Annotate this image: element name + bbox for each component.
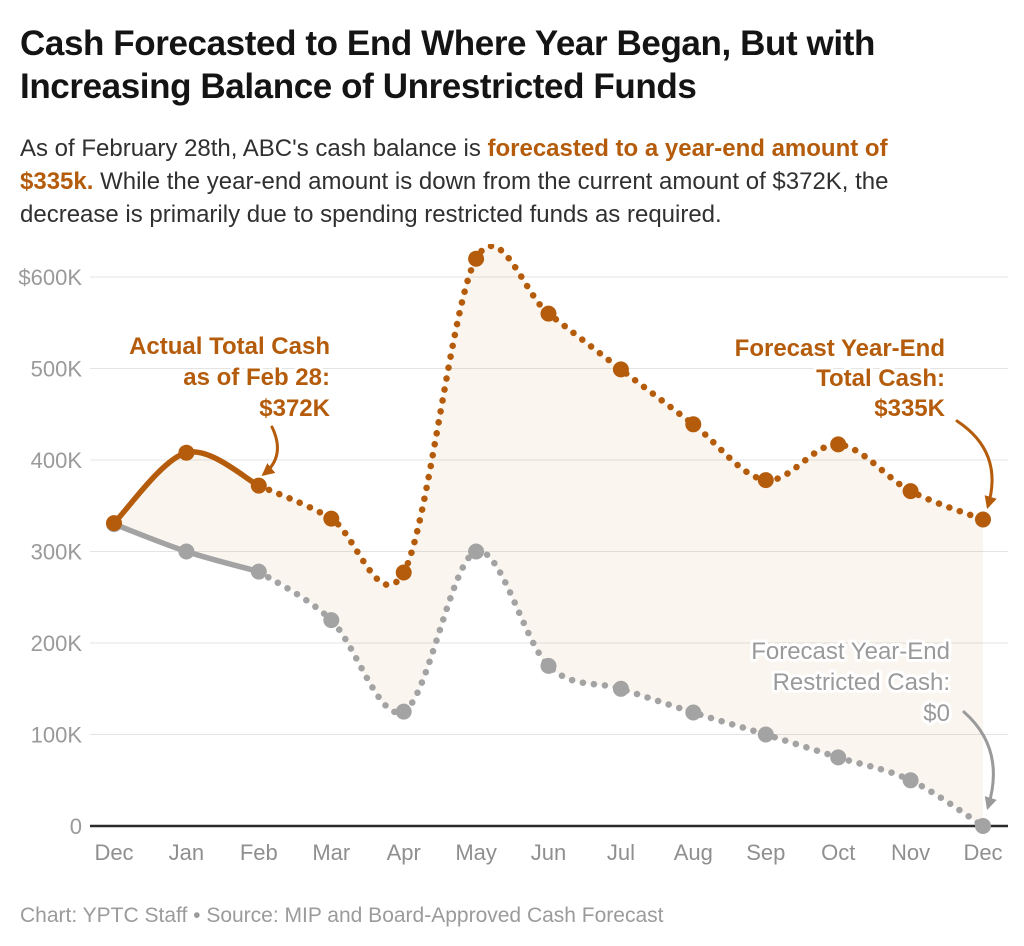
annotation-forecast-restricted-cash-line-1: Restricted Cash:: [773, 669, 950, 696]
chart-credit: Chart: YPTC Staff • Source: MIP and Boar…: [20, 904, 664, 927]
total-cash-point-Nov-11: [902, 483, 919, 500]
x-tick-label-Nov-11: Nov: [891, 840, 930, 865]
restricted-cash-point-Apr-4: [395, 703, 412, 720]
annotation-actual-total-cash-line-2: $372K: [259, 395, 330, 422]
total-cash-line-forecast: [255, 242, 987, 588]
total-cash-point-May-5: [468, 250, 485, 267]
page-subtitle: As of February 28th, ABC's cash balance …: [20, 132, 952, 231]
annotation-actual-total-cash-line-0: Actual Total Cash: [129, 333, 330, 360]
series-group: [106, 242, 991, 834]
annotation-arrow-actual-total-cash-icon: [261, 425, 279, 476]
restricted-cash-point-Oct-10: [830, 749, 847, 766]
unrestricted-funds-area: [114, 246, 983, 826]
restricted-cash-point-Jun-6: [540, 657, 557, 674]
restricted-cash-point-Dec-12: [975, 818, 991, 834]
cash-forecast-chart: $600K 500K 400K 300K 200K 100K 0 Dec Jan Feb Mar Ap…: [0, 242, 1024, 884]
annotation-forecast-restricted-cash-line-0: Forecast Year-End: [751, 638, 950, 665]
x-tick-label-Sep-9: Sep: [746, 840, 785, 865]
y-tick-label-$600K: $600K: [18, 265, 82, 290]
restricted-cash-point-Mar-3: [323, 612, 340, 629]
annotation-forecast-restricted-cash: Forecast Year-End Restricted Cash: $0: [751, 638, 950, 727]
restricted-cash-point-May-5: [468, 543, 485, 560]
x-tick-label-Jun-6: Jun: [531, 840, 566, 865]
x-tick-label-Jan-1: Jan: [169, 840, 204, 865]
x-tick-label-Apr-4: Apr: [387, 840, 421, 865]
x-tick-label-Dec-0: Dec: [94, 840, 133, 865]
subtitle-text-post: While the year-end amount is down from t…: [20, 168, 889, 229]
x-tick-label-Dec-12: Dec: [963, 840, 1002, 865]
y-tick-label-300K: 300K: [31, 540, 83, 565]
restricted-cash-point-Jul-7: [612, 680, 629, 697]
annotations-group: Actual Total Cash as of Feb 28: $372K Forec…: [126, 330, 997, 811]
total-cash-point-Jan-1: [178, 444, 195, 461]
x-tick-label-Feb-2: Feb: [240, 840, 278, 865]
restricted-cash-point-Feb-2: [250, 563, 267, 580]
y-tick-label-0: 0: [70, 814, 82, 839]
x-tick-label-Aug-8: Aug: [674, 840, 713, 865]
annotation-forecast-total-cash-line-2: $335K: [874, 395, 945, 422]
total-cash-point-Oct-10: [830, 436, 847, 453]
annotation-arrow-forecast-total-cash-icon: [955, 419, 997, 510]
restricted-cash-point-Jan-1: [178, 543, 195, 560]
annotation-arrow-forecast-restricted-cash-icon: [962, 710, 997, 811]
total-cash-point-Dec-0: [106, 515, 122, 532]
x-tick-label-May-5: May: [455, 840, 497, 865]
subtitle-highlight: forecasted to a year-end amount of $335k…: [20, 135, 888, 196]
chart-svg: $600K 500K 400K 300K 200K 100K 0 Dec Jan Feb Mar Ap…: [18, 242, 1008, 865]
total-cash-point-Jul-7: [612, 361, 629, 378]
total-cash-point-Jun-6: [540, 305, 557, 322]
annotation-actual-total-cash: Actual Total Cash as of Feb 28: $372K: [129, 333, 331, 422]
unrestricted-funds-area-group: [114, 246, 983, 826]
annotation-forecast-total-cash: Forecast Year-End Total Cash: $335K: [735, 335, 946, 422]
restricted-cash-line-forecast: [255, 548, 987, 830]
total-cash-point-Sep-9: [757, 472, 774, 489]
restricted-cash-point-Nov-11: [902, 772, 919, 789]
axis-labels-group: $600K 500K 400K 300K 200K 100K 0 Dec Jan Feb Mar Ap…: [18, 265, 1002, 865]
x-tick-label-Mar-3: Mar: [312, 840, 350, 865]
total-cash-point-Dec-12: [975, 511, 991, 528]
annotation-forecast-total-cash-line-0: Forecast Year-End: [735, 335, 945, 362]
x-tick-label-Oct-10: Oct: [821, 840, 855, 865]
y-tick-label-100K: 100K: [31, 723, 83, 748]
annotation-actual-total-cash-line-1: as of Feb 28:: [183, 364, 330, 391]
total-cash-point-Aug-8: [685, 416, 702, 433]
y-tick-label-500K: 500K: [31, 357, 83, 382]
y-tick-label-400K: 400K: [31, 448, 83, 473]
total-cash-point-Mar-3: [323, 510, 340, 527]
annotation-forecast-restricted-cash-line-2: $0: [923, 700, 950, 727]
page-title: Cash Forecasted to End Where Year Began,…: [20, 24, 875, 107]
subtitle-text-pre: As of February 28th, ABC's cash balance …: [20, 135, 488, 162]
gridlines-group: [90, 276, 1008, 735]
total-cash-point-Feb-2: [250, 477, 267, 494]
y-tick-label-200K: 200K: [31, 631, 83, 656]
x-tick-label-Jul-7: Jul: [607, 840, 635, 865]
total-cash-point-Apr-4: [395, 564, 412, 581]
restricted-cash-point-Sep-9: [757, 726, 774, 743]
restricted-cash-point-Aug-8: [685, 704, 702, 721]
annotation-forecast-total-cash-line-1: Total Cash:: [816, 365, 945, 392]
